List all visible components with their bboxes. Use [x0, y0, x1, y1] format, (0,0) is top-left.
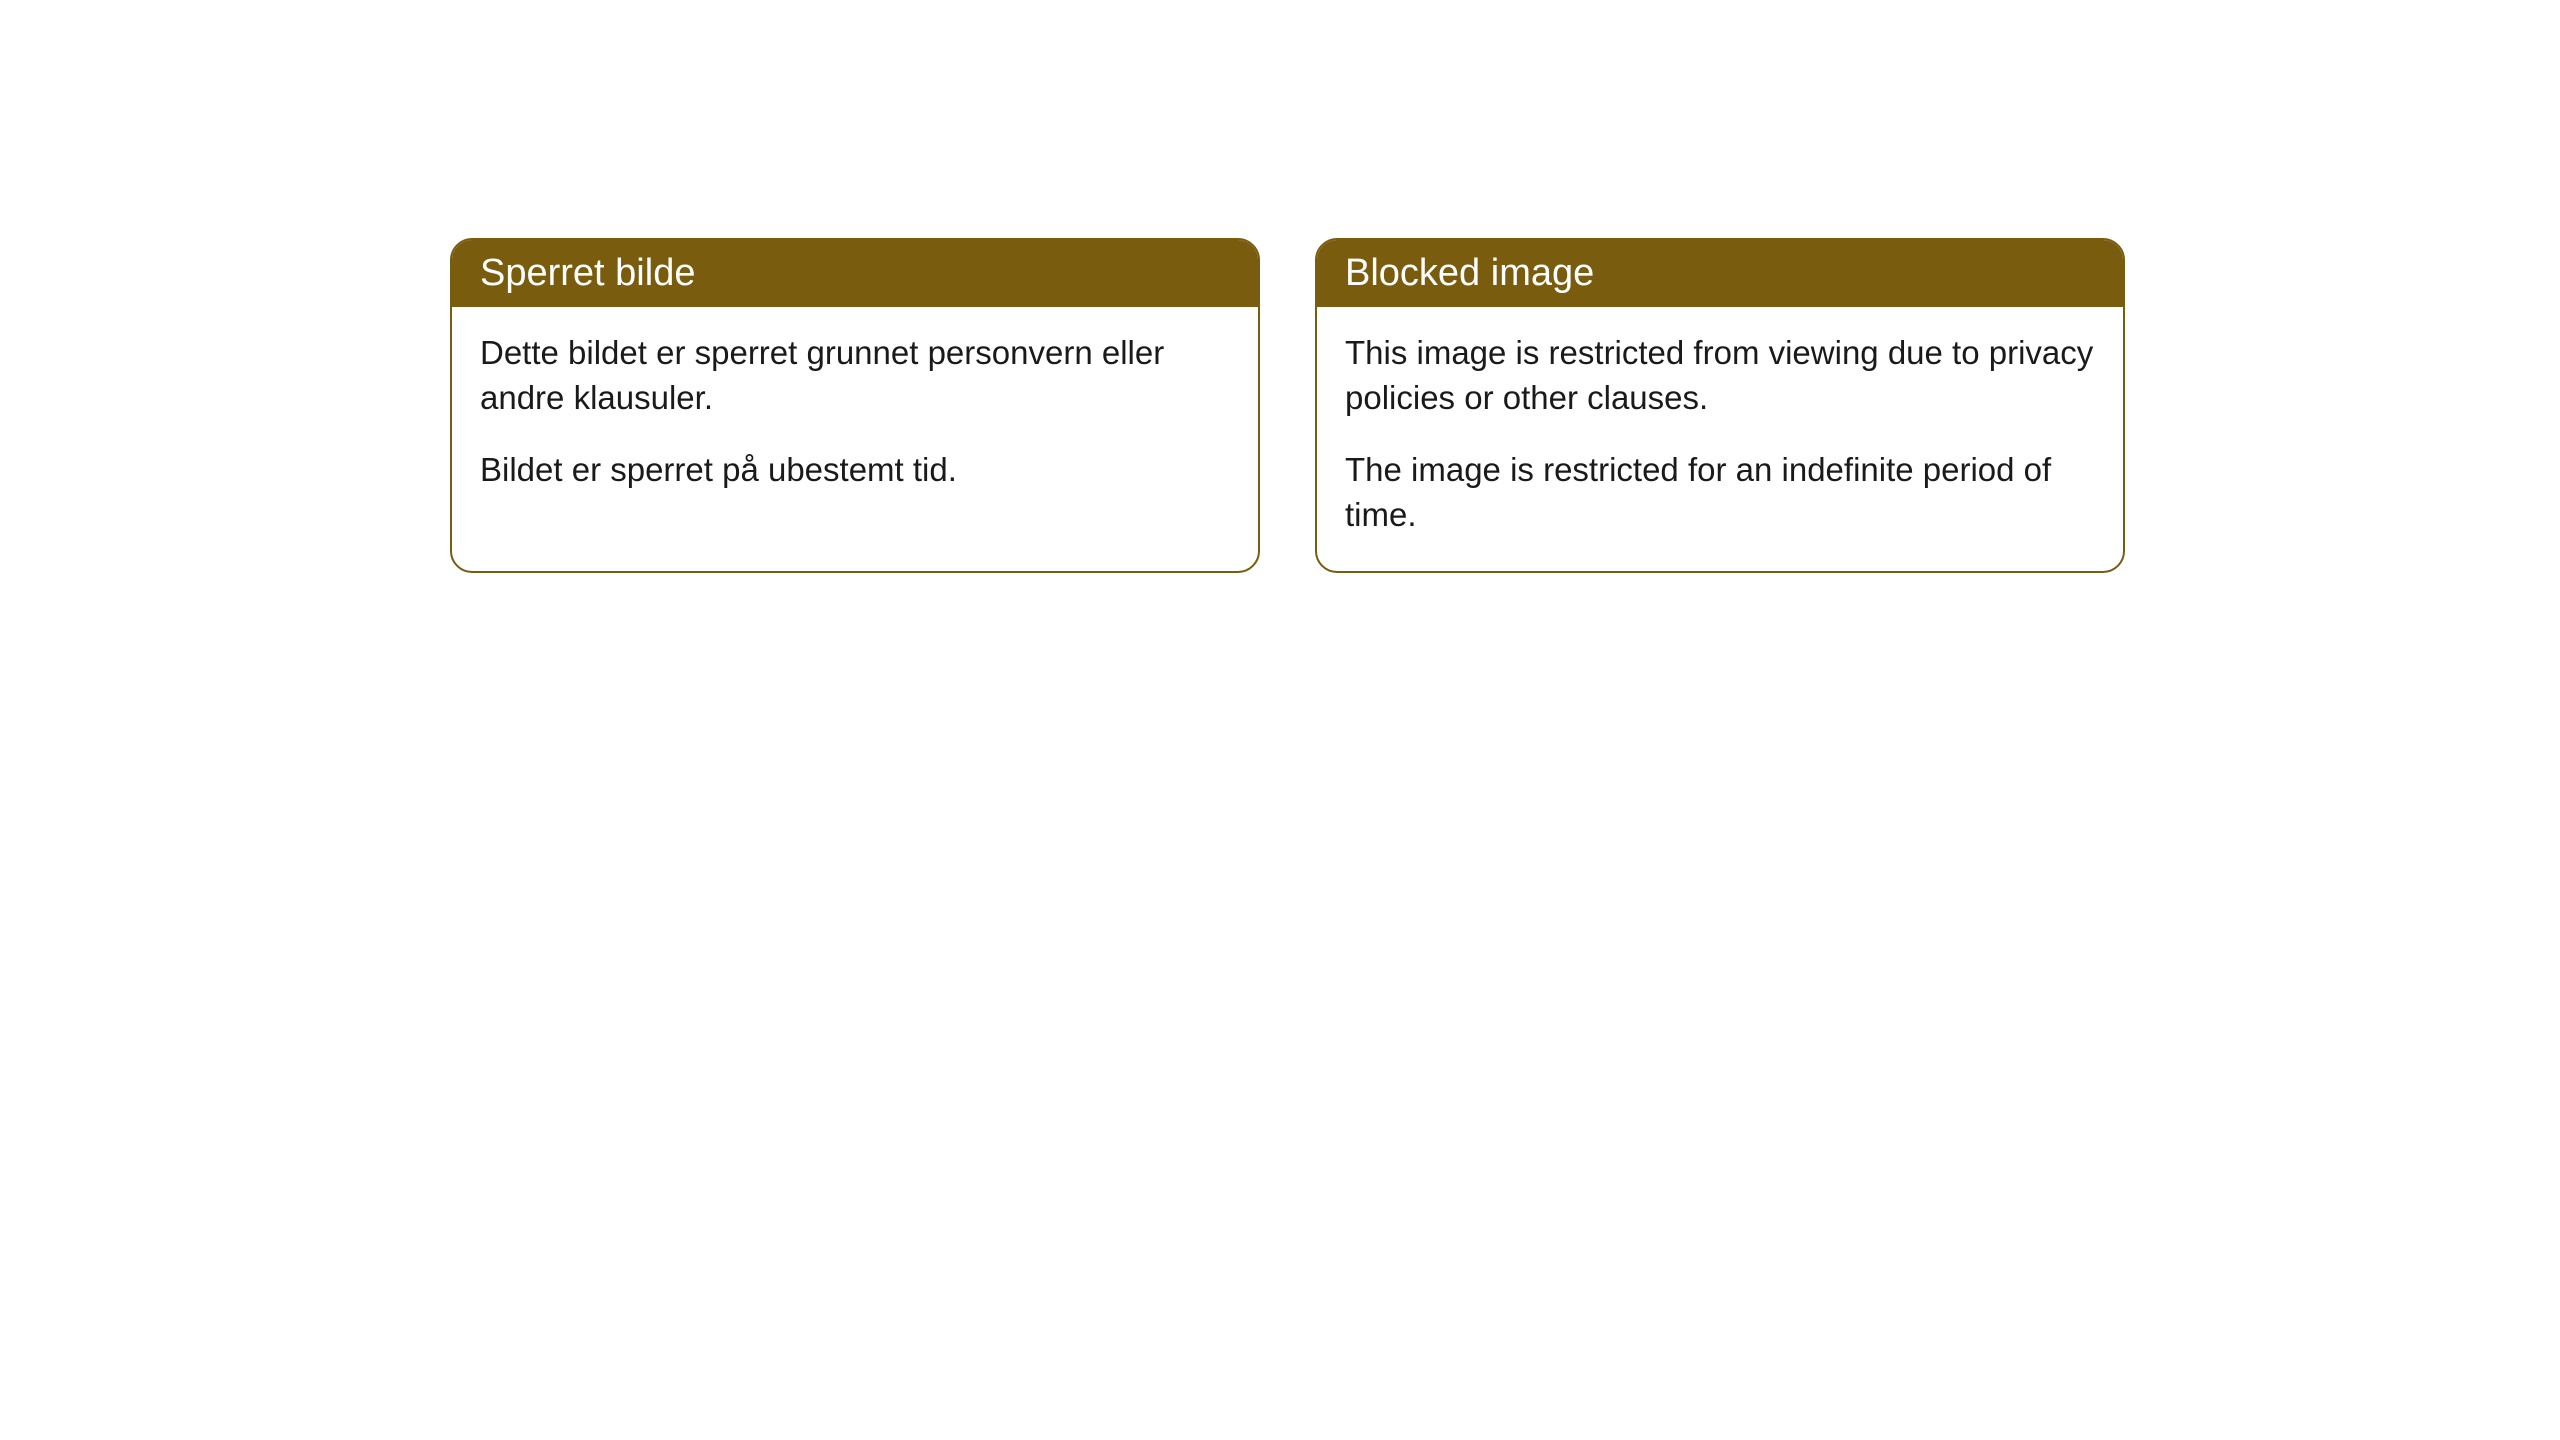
- card-header-norwegian: Sperret bilde: [452, 240, 1258, 307]
- card-text-line2: The image is restricted for an indefinit…: [1345, 448, 2095, 537]
- card-header-english: Blocked image: [1317, 240, 2123, 307]
- card-title: Blocked image: [1345, 252, 1594, 294]
- blocked-image-card-norwegian: Sperret bilde Dette bildet er sperret gr…: [450, 238, 1260, 573]
- card-text-line1: Dette bildet er sperret grunnet personve…: [480, 331, 1230, 420]
- card-body-norwegian: Dette bildet er sperret grunnet personve…: [452, 307, 1258, 527]
- card-title: Sperret bilde: [480, 252, 695, 294]
- card-body-english: This image is restricted from viewing du…: [1317, 307, 2123, 571]
- blocked-image-card-english: Blocked image This image is restricted f…: [1315, 238, 2125, 573]
- cards-container: Sperret bilde Dette bildet er sperret gr…: [450, 238, 2125, 573]
- card-text-line2: Bildet er sperret på ubestemt tid.: [480, 448, 1230, 493]
- card-text-line1: This image is restricted from viewing du…: [1345, 331, 2095, 420]
